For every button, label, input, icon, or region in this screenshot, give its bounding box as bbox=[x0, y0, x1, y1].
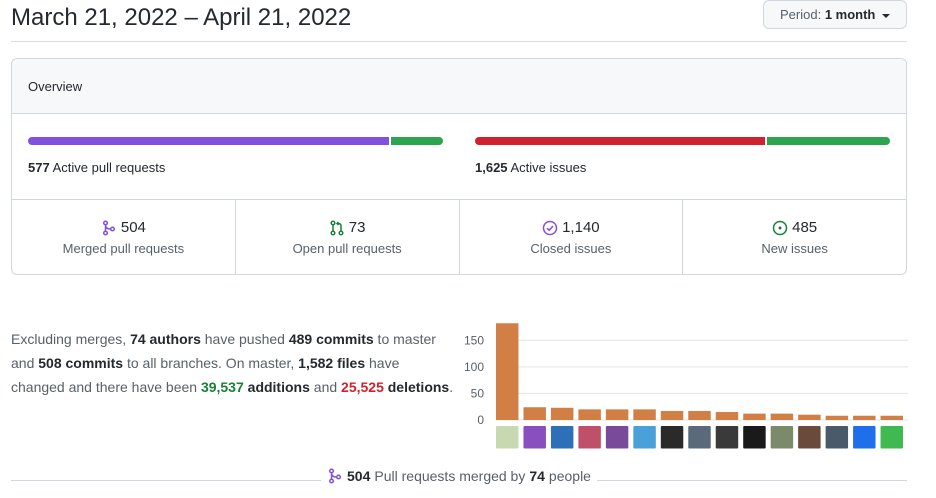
contributor-avatar[interactable] bbox=[853, 426, 876, 449]
active-issues-count: 1,625 bbox=[475, 160, 508, 175]
merged-pr-label: Merged pull requests bbox=[62, 241, 185, 256]
new-issues-stat[interactable]: 485 New issues bbox=[682, 200, 906, 274]
merged-prs-footer: 504 Pull requests merged by 74 people bbox=[11, 468, 907, 490]
new-issues-label: New issues bbox=[761, 241, 828, 256]
issue-opened-icon bbox=[772, 220, 788, 235]
closed-issues-label: Closed issues bbox=[530, 241, 612, 256]
merged-pr-value: 504 bbox=[120, 219, 146, 236]
pull-requests-progress bbox=[28, 137, 443, 145]
issues-progress bbox=[475, 137, 890, 145]
overview-panel: Overview 577 Active pull requests 1,625 … bbox=[11, 58, 907, 275]
contributor-bar[interactable] bbox=[550, 407, 574, 420]
contributor-avatar[interactable] bbox=[550, 426, 574, 449]
issues-caption: 1,625 Active issues bbox=[475, 160, 890, 175]
y-tick-label: 150 bbox=[464, 333, 484, 347]
contributor-bar[interactable] bbox=[825, 415, 849, 420]
closed-issues-stat[interactable]: 1,140 Closed issues bbox=[458, 200, 683, 274]
merged-pr-segment bbox=[28, 137, 389, 145]
active-pr-count: 577 bbox=[28, 160, 50, 175]
overview-stats: 504 Merged pull requests 73 Open pull re… bbox=[12, 200, 906, 274]
pull-requests-summary[interactable]: 577 Active pull requests bbox=[28, 137, 443, 175]
closed-issues-segment bbox=[475, 137, 765, 145]
open-pr-value: 73 bbox=[348, 219, 366, 236]
contributor-bar[interactable] bbox=[633, 409, 656, 420]
active-issues-label: Active issues bbox=[510, 160, 587, 175]
period-prefix: Period: bbox=[779, 7, 822, 22]
merged-prs-summary[interactable]: 504 Pull requests merged by 74 people bbox=[321, 468, 597, 484]
contributor-avatar[interactable] bbox=[688, 426, 711, 449]
date-range-title: March 21, 2022 – April 21, 2022 bbox=[11, 4, 352, 31]
git-merge-icon bbox=[328, 468, 342, 484]
new-issues-segment bbox=[766, 137, 890, 145]
y-tick-label: 50 bbox=[471, 386, 485, 400]
contributor-bar[interactable] bbox=[688, 410, 711, 420]
open-pr-label: Open pull requests bbox=[292, 241, 402, 256]
contributor-avatar[interactable] bbox=[798, 426, 821, 449]
contributor-bar[interactable] bbox=[578, 409, 601, 420]
contributor-avatar[interactable] bbox=[743, 426, 766, 449]
contributor-avatar[interactable] bbox=[605, 426, 629, 449]
period-value: 1 month bbox=[824, 7, 876, 22]
contributor-bar[interactable] bbox=[880, 415, 903, 420]
issue-closed-icon bbox=[542, 220, 558, 235]
open-pull-requests-stat[interactable]: 73 Open pull requests bbox=[234, 200, 459, 274]
master-commits: 489 commits bbox=[288, 331, 374, 347]
active-pr-label: Active pull requests bbox=[52, 160, 166, 175]
issues-summary[interactable]: 1,625 Active issues bbox=[475, 137, 890, 175]
caret-down-icon bbox=[882, 13, 890, 18]
merged-pull-requests-stat[interactable]: 504 Merged pull requests bbox=[12, 200, 235, 274]
contributor-bar[interactable] bbox=[770, 413, 794, 420]
overview-title: Overview bbox=[28, 79, 83, 94]
contributor-bar[interactable] bbox=[523, 407, 546, 420]
page-header: March 21, 2022 – April 21, 2022 Period: … bbox=[11, 0, 907, 42]
activity-bars: 577 Active pull requests 1,625 Active is… bbox=[12, 114, 906, 200]
contributor-avatar[interactable] bbox=[523, 426, 546, 449]
files-changed: 1,582 files bbox=[298, 355, 366, 371]
open-pr-segment bbox=[390, 137, 443, 145]
contributor-avatar[interactable] bbox=[825, 426, 849, 449]
y-tick-label: 100 bbox=[464, 360, 484, 374]
contributor-bar[interactable] bbox=[743, 413, 766, 420]
merged-pr-total: 504 bbox=[347, 468, 371, 484]
new-issues-value: 485 bbox=[792, 219, 818, 236]
contributor-avatar[interactable] bbox=[578, 426, 601, 449]
contributor-bar[interactable] bbox=[715, 412, 739, 420]
y-tick-label: 0 bbox=[477, 413, 484, 427]
contributor-bar[interactable] bbox=[605, 409, 629, 420]
period-dropdown-button[interactable]: Period: 1 month bbox=[762, 0, 907, 29]
deletions-count: 25,525 bbox=[341, 379, 384, 395]
people-count: 74 bbox=[529, 468, 545, 484]
contributor-avatar[interactable] bbox=[770, 426, 794, 449]
commit-summary: Excluding merges, 74 authors have pushed… bbox=[11, 331, 454, 395]
overview-header: Overview bbox=[12, 59, 906, 114]
authors-count: 74 authors bbox=[130, 331, 201, 347]
git-merge-icon bbox=[102, 219, 115, 236]
contributor-bar[interactable] bbox=[660, 410, 684, 420]
git-pull-request-icon bbox=[330, 219, 344, 236]
closed-issues-value: 1,140 bbox=[562, 219, 600, 236]
contributor-avatar[interactable] bbox=[633, 426, 656, 449]
all-branch-commits: 508 commits bbox=[38, 355, 124, 371]
contributor-bar[interactable] bbox=[853, 415, 876, 420]
contributor-avatar[interactable] bbox=[660, 426, 684, 449]
contributor-avatar[interactable] bbox=[880, 426, 903, 449]
pull-requests-caption: 577 Active pull requests bbox=[28, 160, 443, 175]
contributor-bar[interactable] bbox=[496, 323, 519, 420]
contributor-avatar[interactable] bbox=[496, 426, 519, 449]
contributors-commit-chart: 0 50 100 150 bbox=[464, 323, 908, 449]
contributor-avatar[interactable] bbox=[715, 426, 739, 449]
contributor-bar[interactable] bbox=[798, 414, 821, 420]
additions-count: 39,537 bbox=[200, 379, 244, 395]
